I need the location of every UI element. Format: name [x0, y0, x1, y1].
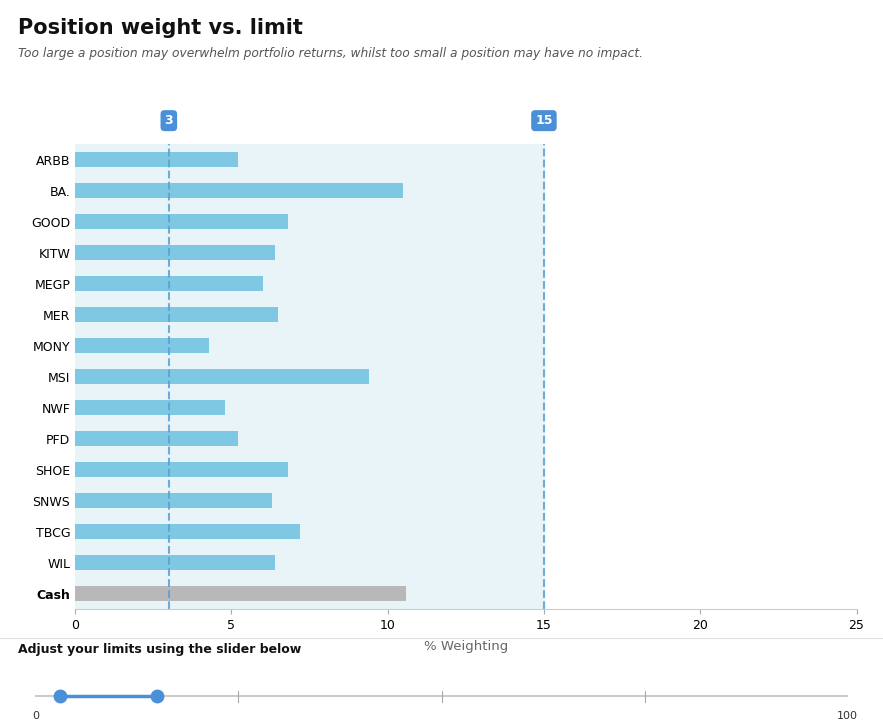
Bar	[75, 307, 278, 322]
Bar	[75, 400, 225, 415]
Bar	[75, 462, 288, 477]
Bar	[75, 144, 544, 609]
Bar	[75, 524, 300, 539]
Bar	[75, 586, 406, 601]
Bar	[75, 555, 275, 570]
Text: 0: 0	[32, 711, 39, 720]
Bar	[75, 431, 238, 446]
Text: Adjust your limits using the slider below: Adjust your limits using the slider belo…	[18, 643, 301, 656]
Bar	[75, 493, 272, 508]
Text: Position weight vs. limit: Position weight vs. limit	[18, 18, 303, 38]
Bar	[75, 276, 262, 291]
Bar	[75, 152, 238, 167]
Bar	[75, 245, 275, 260]
Bar	[75, 214, 288, 229]
Text: Too large a position may overwhelm portfolio returns, whilst too small a positio: Too large a position may overwhelm portf…	[18, 47, 643, 60]
X-axis label: % Weighting: % Weighting	[424, 640, 508, 653]
Text: 15: 15	[535, 114, 553, 127]
Bar	[75, 183, 404, 198]
Bar	[75, 338, 209, 353]
Text: 3: 3	[164, 114, 173, 127]
Text: 100: 100	[837, 711, 858, 720]
Bar	[75, 369, 369, 384]
